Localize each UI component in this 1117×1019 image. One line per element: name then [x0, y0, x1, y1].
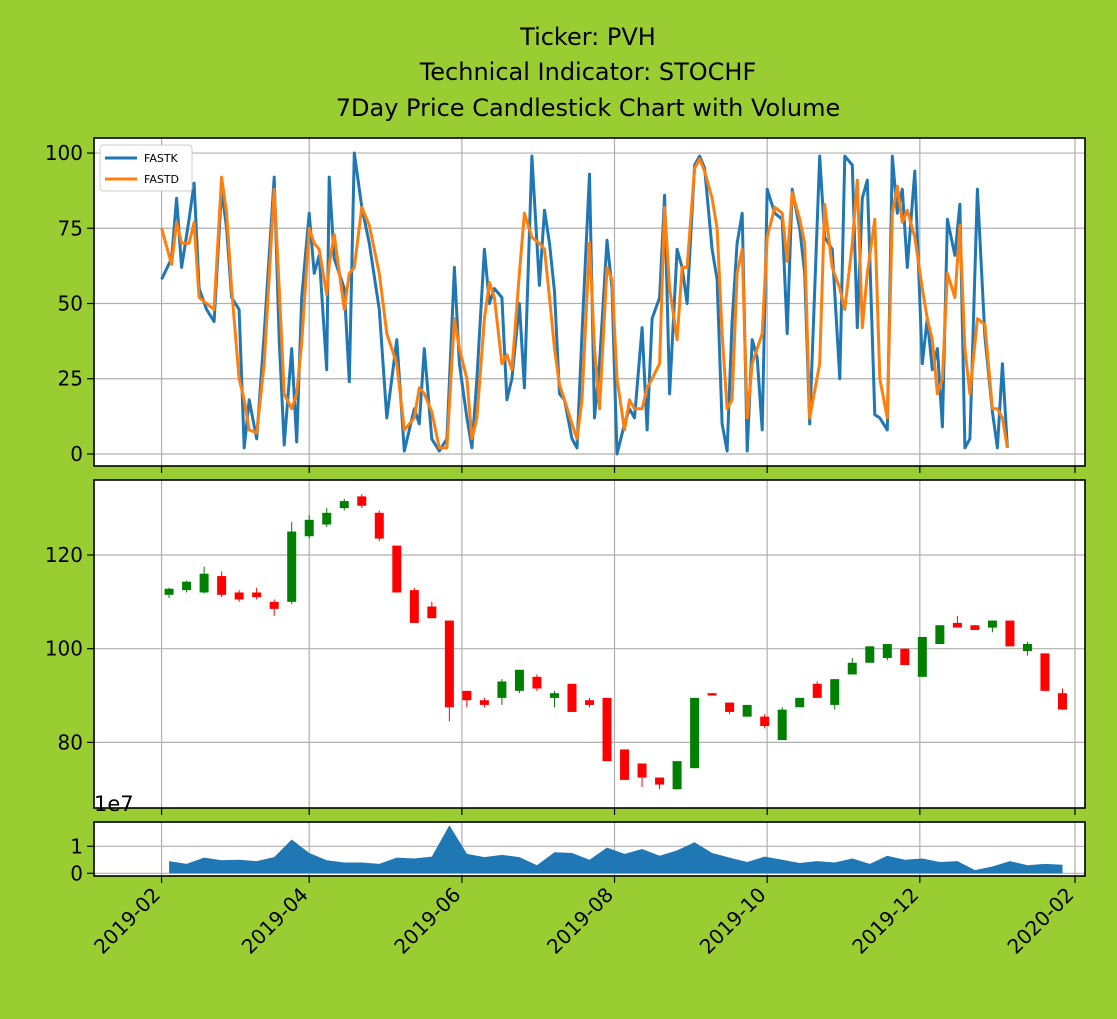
candle-body — [252, 592, 262, 598]
candle-body — [707, 693, 717, 696]
candle-body — [234, 592, 244, 600]
volume-y-tick-label: 0 — [70, 861, 83, 885]
candle-body — [952, 622, 962, 628]
x-tick-label: 2019-10 — [695, 883, 771, 959]
candle-body — [1005, 620, 1015, 647]
x-tick-label: 2019-06 — [389, 883, 465, 959]
price-candles — [164, 494, 1067, 790]
indicator-y-tick-label: 0 — [70, 442, 83, 466]
candle-body — [620, 749, 630, 780]
candle-body — [1022, 644, 1032, 652]
indicator-y-tick-label: 75 — [58, 216, 83, 240]
candle-body — [935, 625, 945, 644]
indicator-lines — [160, 151, 1009, 456]
candle-body — [690, 697, 700, 769]
volume-panel: 1e7 01 2019-02 2019-04 2019-06 2019-08 2019-… — [70, 792, 1086, 959]
title-line-ticker: Ticker: PVH — [519, 23, 656, 51]
x-tick-label: 2019-12 — [847, 883, 923, 959]
volume-exponent-label: 1e7 — [94, 792, 134, 816]
volume-y-ticks: 01 — [70, 834, 94, 885]
indicator-y-tick-label: 50 — [58, 292, 83, 316]
candle-body — [182, 581, 192, 591]
candle-body — [637, 763, 647, 778]
candle-body — [987, 620, 997, 628]
candle-body — [760, 716, 770, 726]
volume-area-fill — [169, 825, 1063, 874]
candle-body — [725, 702, 735, 712]
indicator-panel: 0 25 50 75 100 FASTK FASTD — [45, 137, 1086, 473]
candle-body — [882, 644, 892, 659]
price-frame — [93, 479, 1086, 809]
price-y-tick-label: 80 — [58, 730, 83, 754]
candle-body — [970, 625, 980, 630]
candle-body — [392, 545, 402, 593]
price-y-tick-label: 100 — [45, 637, 83, 661]
price-panel: 80 100 120 — [45, 479, 1086, 815]
candle-body — [287, 531, 297, 602]
indicator-frame — [93, 137, 1086, 467]
candle-body — [777, 709, 787, 741]
indicator-y-tick-label: 100 — [45, 141, 83, 165]
candle-body — [164, 588, 174, 595]
candle-body — [672, 761, 682, 790]
volume-frame — [93, 821, 1086, 877]
candle-body — [217, 576, 227, 595]
candle-body — [374, 512, 384, 539]
legend: FASTK FASTD — [99, 144, 193, 192]
volume-y-tick-label: 1 — [70, 834, 83, 858]
candle-body — [1040, 653, 1050, 691]
candle-body — [567, 683, 577, 712]
candle-body — [304, 519, 314, 537]
candle-body — [655, 777, 665, 785]
volume-area — [169, 825, 1063, 874]
legend-label-fastk: FASTK — [144, 152, 179, 165]
x-tick-label: 2019-08 — [542, 883, 618, 959]
legend-label-fastd: FASTD — [144, 173, 179, 186]
candle-body — [497, 681, 507, 698]
candle-body — [357, 496, 367, 506]
candle-body — [602, 697, 612, 762]
indicator-y-tick-label: 25 — [58, 367, 83, 391]
title-line-indicator: Technical Indicator: STOCHF — [419, 58, 757, 86]
candle-body — [900, 648, 910, 666]
candle-body — [865, 646, 875, 663]
candle-body — [742, 704, 752, 717]
candle-body — [444, 620, 454, 708]
candle-body — [199, 573, 209, 593]
indicator-y-ticks: 0 25 50 75 100 — [45, 141, 94, 466]
x-tick-label: 2019-04 — [237, 883, 313, 959]
candle-body — [514, 669, 524, 691]
candle-body — [339, 501, 349, 509]
candle-body — [479, 700, 489, 705]
price-y-tick-label: 120 — [45, 543, 83, 567]
candle-body — [847, 662, 857, 675]
x-tick-label: 2019-02 — [89, 883, 165, 959]
candle-body — [322, 512, 332, 525]
candle-body — [1057, 693, 1067, 710]
figure-title: Ticker: PVH Technical Indicator: STOCHF … — [336, 23, 841, 122]
candle-body — [585, 700, 594, 705]
series-line-fastk — [160, 151, 1009, 456]
candle-body — [532, 676, 542, 689]
candle-body — [427, 606, 437, 619]
candle-body — [549, 693, 559, 698]
title-line-chart: 7Day Price Candlestick Chart with Volume — [336, 94, 841, 122]
candle-body — [269, 601, 279, 609]
candle-body — [830, 679, 840, 705]
x-tick-label: 2020-02 — [1002, 883, 1078, 959]
candle-body — [462, 690, 472, 701]
candle-body — [795, 697, 805, 708]
series-line-fastd — [160, 157, 1009, 450]
candle-body — [409, 590, 419, 623]
price-y-ticks: 80 100 120 — [45, 543, 94, 754]
x-axis-ticks: 2019-02 2019-04 2019-06 2019-08 2019-10 2019-… — [89, 883, 1078, 959]
candle-body — [812, 683, 822, 698]
candle-body — [917, 636, 927, 677]
